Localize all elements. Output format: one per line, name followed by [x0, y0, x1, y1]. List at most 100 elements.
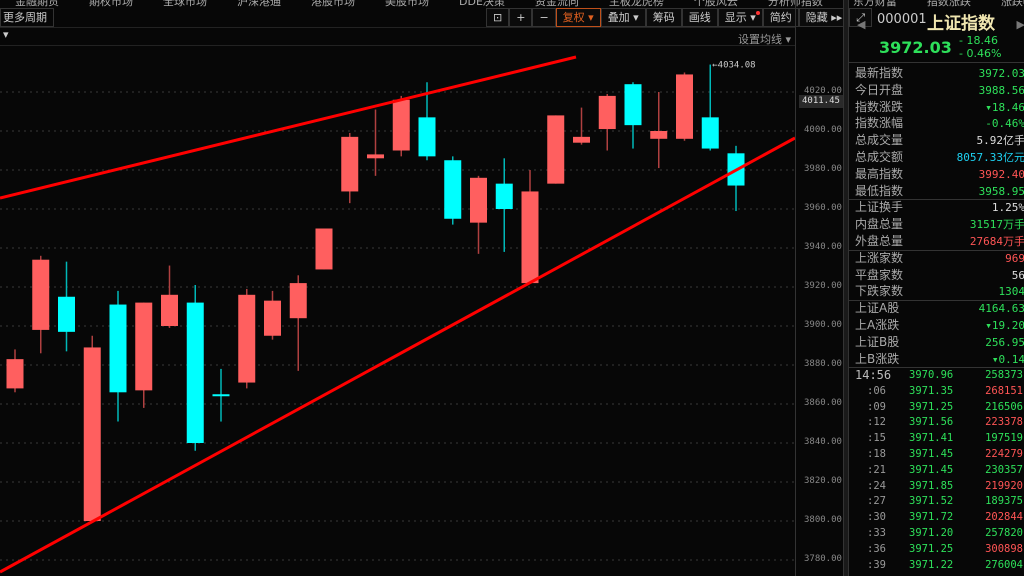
candle[interactable] [135, 302, 153, 408]
more-periods-dropdown[interactable]: 更多周期 ▾ [0, 8, 54, 41]
stat-label: 上A涨跌 [855, 318, 900, 332]
candle[interactable] [83, 335, 101, 521]
tick-row: :21 3971.45 230357 [849, 463, 1024, 478]
candle[interactable] [470, 175, 487, 254]
tick-time: :06 [867, 384, 886, 397]
tick-row: :27 3971.52 189375 [849, 494, 1024, 509]
toolbar-button-label: 叠加 ▾ [607, 11, 639, 24]
stat-label: 内盘总量 [855, 217, 904, 232]
top-nav: 金融期货 期权市场 全球市场 沪深港通 港股市场 美股市场 DDE决策 资金流向 主板龙虎榜 个股… [0, 0, 1024, 7]
candle[interactable] [212, 368, 230, 422]
candle[interactable] [444, 156, 462, 225]
tick-volume: 202844 [985, 511, 1023, 524]
stat-value: -0.46% [985, 117, 1024, 131]
candle[interactable] [598, 93, 616, 151]
stat-value: 256.95 [985, 335, 1024, 349]
y-tick-label: 3900.00 [804, 320, 842, 330]
candle[interactable] [186, 285, 204, 451]
candle[interactable] [264, 290, 281, 340]
tick-price: 3970.96 [909, 369, 954, 381]
candle[interactable] [701, 64, 719, 151]
candle[interactable] [521, 170, 539, 284]
next-stock-icon[interactable]: ▶ [1016, 18, 1024, 31]
lower-trendline[interactable] [0, 136, 795, 574]
candle[interactable] [676, 72, 693, 141]
candle[interactable] [58, 261, 75, 352]
toolbar-button[interactable]: 筹码 [645, 8, 682, 27]
top-nav-item[interactable]: 资金流向 [534, 0, 579, 7]
candle-body [392, 99, 410, 151]
candle[interactable] [727, 145, 745, 212]
top-nav-item[interactable]: 东方财富 [852, 0, 897, 7]
zoom-out-icon[interactable]: − [532, 8, 556, 27]
stat-value: 27684万手 [969, 235, 1024, 248]
candle[interactable] [341, 132, 359, 204]
candle[interactable] [315, 228, 333, 270]
toolbar-button[interactable]: 简约 [762, 8, 799, 27]
prev-stock-icon[interactable]: ◀ [857, 18, 866, 31]
upper-trendline[interactable] [0, 55, 577, 200]
top-nav-item[interactable]: 港股市场 [311, 0, 355, 7]
candle[interactable] [367, 109, 384, 176]
top-nav-item[interactable]: 主板龙虎榜 [608, 0, 664, 7]
candle[interactable] [418, 82, 436, 161]
stat-value: 3972.03 [978, 67, 1024, 80]
candle-body [676, 74, 693, 139]
y-tick-label: 3940.00 [804, 242, 842, 252]
tick-volume: 230357 [985, 463, 1023, 476]
tick-volume: 268151 [985, 384, 1023, 397]
top-nav-item[interactable]: DDE决策 [459, 0, 505, 7]
candle[interactable] [547, 115, 565, 184]
candle[interactable] [6, 349, 24, 393]
top-nav-item[interactable]: 期权市场 [89, 0, 133, 7]
toolbar-button[interactable]: 显示 ▾ [717, 8, 763, 27]
toolbar-button[interactable]: 画线 [681, 8, 718, 27]
toolbar-button[interactable]: 隐藏 ▸▸ [798, 8, 850, 27]
toolbar-button-label: ⊡ [493, 11, 503, 24]
top-nav-item[interactable]: 涨跌幅 [1000, 0, 1024, 7]
top-nav-item[interactable]: 美股市场 [385, 0, 429, 7]
top-nav-item[interactable]: 沪深港通 [237, 0, 281, 7]
top-nav-item[interactable]: 指数涨跌 [926, 0, 971, 7]
toolbar-button[interactable]: 叠加 ▾ [600, 8, 646, 27]
candle[interactable] [650, 92, 668, 169]
current-price-label: 4011.45 [799, 95, 843, 108]
candle-body [212, 394, 230, 397]
stat-row: 上证换手 1.25% [849, 199, 1024, 216]
candle-body [109, 304, 127, 393]
candle[interactable] [624, 82, 642, 149]
stat-value: 969 [1005, 251, 1024, 265]
candle[interactable] [238, 288, 256, 389]
candle-body [573, 136, 590, 143]
stat-value: 3992.40 [978, 167, 1024, 181]
lock-icon[interactable]: ⊡ [486, 8, 510, 27]
candle[interactable] [109, 290, 127, 422]
stat-label: 今日开盘 [855, 82, 904, 97]
stat-label: 平盘家数 [855, 267, 904, 282]
top-nav-item[interactable]: 全球市场 [163, 0, 207, 7]
candlestick-chart[interactable]: ←4034.08 [0, 0, 795, 576]
candle[interactable] [573, 107, 590, 145]
toolbar-button[interactable]: 复权 ▾ [555, 8, 601, 27]
stat-row: 总成交额 8057.33亿元 [849, 149, 1024, 166]
panel-splitter[interactable] [843, 0, 848, 576]
candle[interactable] [392, 95, 410, 157]
tick-price: 3971.25 [909, 542, 954, 555]
tick-price: 3971.45 [909, 463, 954, 476]
price-axis: 4011.45 4020.00 4000.00 3980.00 3960.00 3940… [795, 0, 843, 576]
candle[interactable] [495, 158, 513, 252]
candle[interactable] [32, 255, 50, 354]
candle[interactable] [289, 275, 307, 371]
candle-body [83, 347, 101, 521]
tick-volume: 224279 [985, 448, 1023, 460]
zoom-in-icon[interactable]: + [509, 8, 533, 27]
candle-body [367, 154, 384, 159]
stat-row: 上B涨跌 ▾0.14 [849, 351, 1024, 368]
ma-setting-dropdown[interactable]: 设置均线 ▾ [738, 33, 792, 46]
candle[interactable] [161, 265, 178, 328]
top-nav-item[interactable]: 个股风云 [693, 0, 738, 7]
top-nav-item[interactable]: 金融期货 [15, 0, 59, 7]
fullscreen-icon[interactable]: ⤢ [849, 8, 873, 27]
stat-row: 上A涨跌 ▾19.20 [849, 317, 1024, 334]
tick-time: :18 [867, 448, 886, 460]
